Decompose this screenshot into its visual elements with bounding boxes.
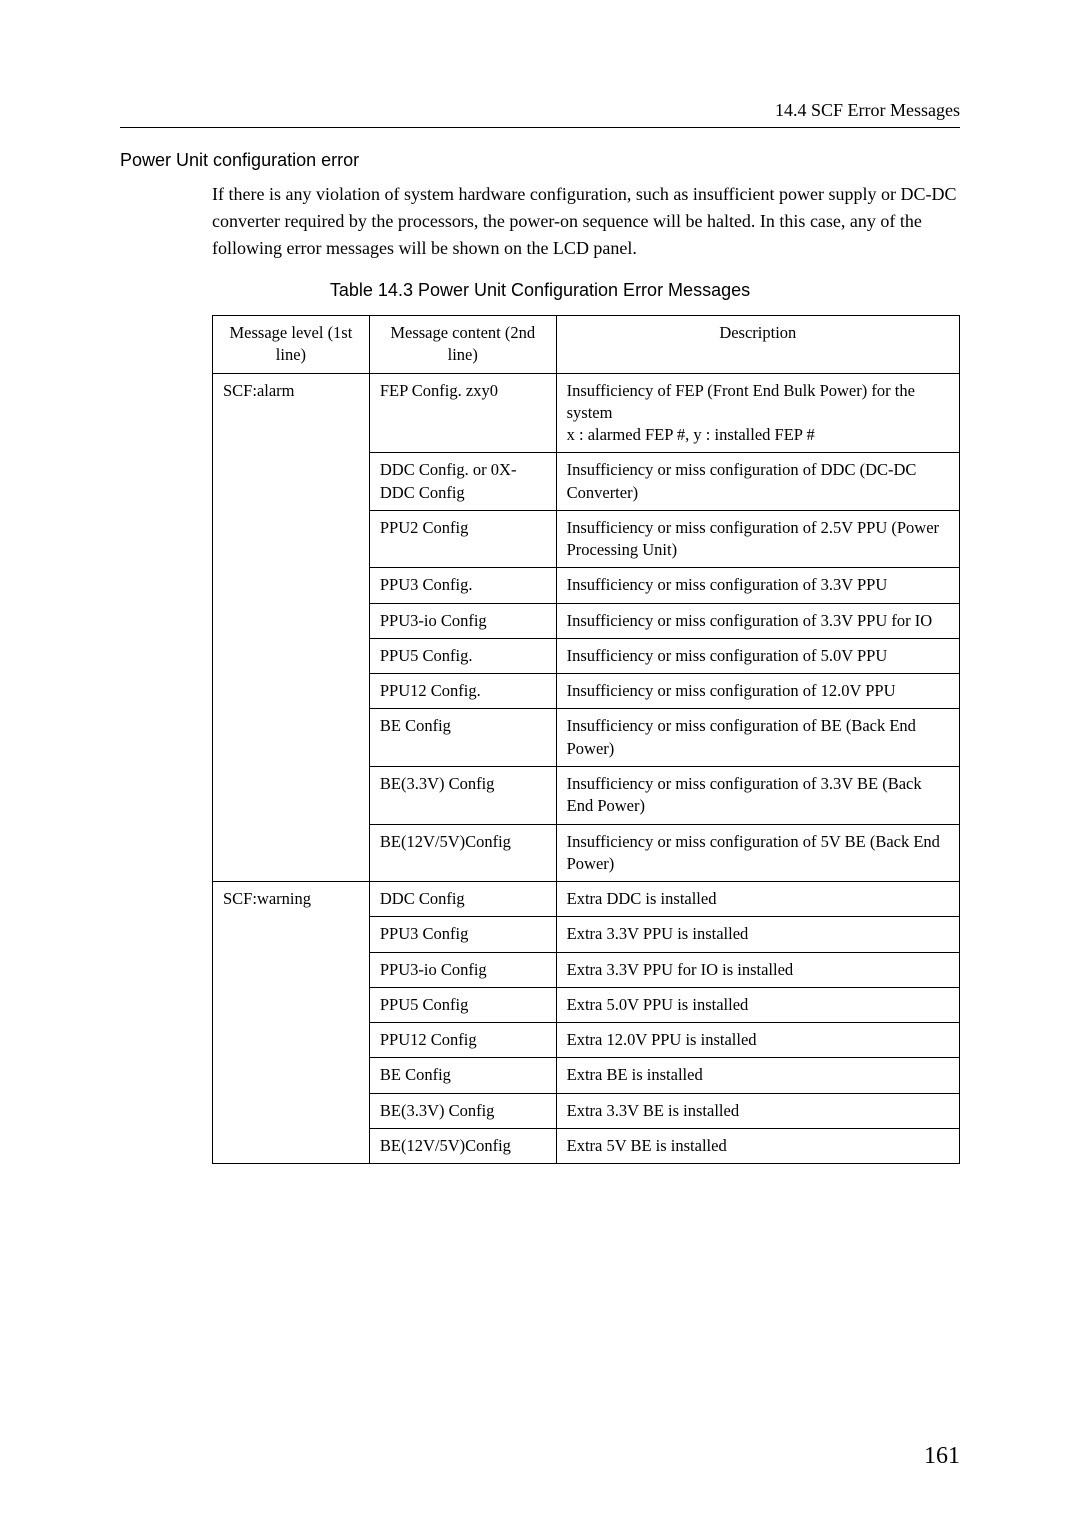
col-header-level: Message level (1st line) xyxy=(213,316,370,374)
cell-message-content: BE(3.3V) Config xyxy=(369,766,556,824)
cell-description: Extra 3.3V BE is installed xyxy=(556,1093,959,1128)
cell-message-content: PPU12 Config xyxy=(369,1023,556,1058)
cell-message-content: PPU2 Config xyxy=(369,510,556,568)
cell-message-content: DDC Config. or 0X-DDC Config xyxy=(369,453,556,511)
cell-message-content: PPU3-io Config xyxy=(369,603,556,638)
cell-description: Extra BE is installed xyxy=(556,1058,959,1093)
cell-message-content: PPU3 Config. xyxy=(369,568,556,603)
cell-description: Insufficiency or miss configuration of 5… xyxy=(556,824,959,882)
cell-message-level: SCF:alarm xyxy=(213,373,370,882)
cell-message-content: FEP Config. zxy0 xyxy=(369,373,556,453)
cell-description: Insufficiency or miss configuration of D… xyxy=(556,453,959,511)
col-header-content: Message content (2nd line) xyxy=(369,316,556,374)
cell-message-content: PPU5 Config. xyxy=(369,638,556,673)
table-row: SCF:alarmFEP Config. zxy0Insufficiency o… xyxy=(213,373,960,453)
cell-message-content: BE(12V/5V)Config xyxy=(369,1128,556,1163)
cell-message-content: BE(3.3V) Config xyxy=(369,1093,556,1128)
cell-description: Extra 3.3V PPU for IO is installed xyxy=(556,952,959,987)
table-row: SCF:warningDDC ConfigExtra DDC is instal… xyxy=(213,882,960,917)
cell-description: Insufficiency or miss configuration of 3… xyxy=(556,568,959,603)
cell-message-content: PPU5 Config xyxy=(369,987,556,1022)
table-caption: Table 14.3 Power Unit Configuration Erro… xyxy=(120,280,960,301)
cell-description: Insufficiency or miss configuration of 3… xyxy=(556,603,959,638)
cell-description: Extra 3.3V PPU is installed xyxy=(556,917,959,952)
cell-description: Extra 5.0V PPU is installed xyxy=(556,987,959,1022)
cell-description: Extra DDC is installed xyxy=(556,882,959,917)
table-body: SCF:alarmFEP Config. zxy0Insufficiency o… xyxy=(213,373,960,1164)
cell-description: Extra 5V BE is installed xyxy=(556,1128,959,1163)
error-messages-table: Message level (1st line) Message content… xyxy=(212,315,960,1164)
cell-message-level: SCF:warning xyxy=(213,882,370,1164)
cell-description: Insufficiency or miss configuration of 2… xyxy=(556,510,959,568)
col-header-desc: Description xyxy=(556,316,959,374)
cell-description: Extra 12.0V PPU is installed xyxy=(556,1023,959,1058)
cell-message-content: PPU3-io Config xyxy=(369,952,556,987)
page-number: 161 xyxy=(924,1443,960,1470)
cell-message-content: BE(12V/5V)Config xyxy=(369,824,556,882)
cell-description: Insufficiency of FEP (Front End Bulk Pow… xyxy=(556,373,959,453)
cell-description: Insufficiency or miss configuration of 5… xyxy=(556,638,959,673)
section-paragraph: If there is any violation of system hard… xyxy=(212,181,960,262)
cell-description: Insufficiency or miss configuration of 1… xyxy=(556,674,959,709)
cell-message-content: DDC Config xyxy=(369,882,556,917)
section-heading: Power Unit configuration error xyxy=(120,150,960,171)
running-header: 14.4 SCF Error Messages xyxy=(120,100,960,121)
table-wrapper: Message level (1st line) Message content… xyxy=(212,315,960,1164)
table-header-row: Message level (1st line) Message content… xyxy=(213,316,960,374)
cell-message-content: PPU3 Config xyxy=(369,917,556,952)
cell-message-content: PPU12 Config. xyxy=(369,674,556,709)
header-rule xyxy=(120,127,960,128)
cell-description: Insufficiency or miss configuration of B… xyxy=(556,709,959,767)
cell-message-content: BE Config xyxy=(369,709,556,767)
cell-message-content: BE Config xyxy=(369,1058,556,1093)
cell-description: Insufficiency or miss configuration of 3… xyxy=(556,766,959,824)
